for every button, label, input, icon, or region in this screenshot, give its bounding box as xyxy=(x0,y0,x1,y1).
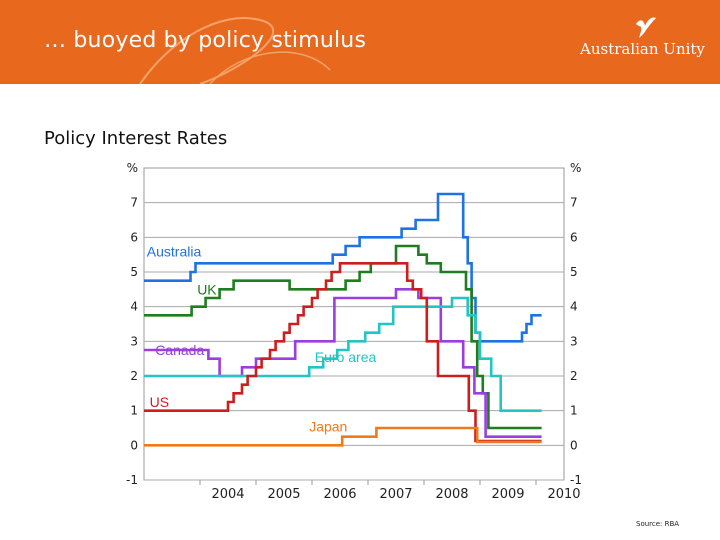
y-unit-label-left: % xyxy=(127,161,138,175)
y-tick-label-right: 3 xyxy=(570,334,578,348)
decorative-swirl xyxy=(139,17,331,84)
y-tick-label-right: 4 xyxy=(570,300,578,314)
y-tick-label-left: 7 xyxy=(130,196,138,210)
series-label-uk: UK xyxy=(197,282,217,298)
series-line-japan xyxy=(144,426,542,447)
y-tick-label-left: 4 xyxy=(130,300,138,314)
y-tick-label-right: 0 xyxy=(570,438,578,452)
x-tick-label: 2010 xyxy=(547,487,580,502)
x-tick-label: 2008 xyxy=(435,487,468,502)
chart-subtitle: Policy Interest Rates xyxy=(44,128,228,149)
plot-area xyxy=(143,167,565,481)
x-tick-label: 2009 xyxy=(491,487,524,502)
y-tick-label-left: 5 xyxy=(130,265,138,279)
bird-icon xyxy=(636,17,656,38)
series-label-euro-area: Euro area xyxy=(315,349,377,365)
y-unit-label-right: % xyxy=(570,161,581,175)
y-tick-label-left: 6 xyxy=(130,230,138,244)
y-tick-label-left: 1 xyxy=(130,404,138,418)
policy-rates-chart: -1 -1 0 0 1 1 2 2 3 3 4 4 5 5 6 6 7 7% % 2004 2005 2006 2007 20… xyxy=(126,161,582,502)
y-tick-label-left: -1 xyxy=(126,473,138,487)
y-tick-label-left: 3 xyxy=(130,334,138,348)
company-logo: Australian Unity xyxy=(580,14,710,70)
logo-text: Australian Unity xyxy=(580,40,705,58)
y-tick-label-right: 7 xyxy=(570,196,578,210)
y-tick-label-right: 1 xyxy=(570,404,578,418)
x-tick-label: 2004 xyxy=(211,487,244,502)
series-label-canada: Canada xyxy=(155,342,204,358)
x-tick-label: 2005 xyxy=(267,487,300,502)
y-tick-label-left: 2 xyxy=(130,369,138,383)
series-line-euro-area xyxy=(144,296,542,412)
y-tick-label-left: 0 xyxy=(130,438,138,452)
y-tick-label-right: 5 xyxy=(570,265,578,279)
header-banner: … buoyed by policy stimulus Australian U… xyxy=(0,0,720,84)
series-line-us xyxy=(144,262,542,443)
source-note: Source: RBA xyxy=(636,520,680,528)
series-line-australia xyxy=(144,192,542,343)
y-tick-label-right: -1 xyxy=(570,473,582,487)
y-tick-label-right: 6 xyxy=(570,230,578,244)
x-tick-label: 2007 xyxy=(379,487,412,502)
series-label-australia: Australia xyxy=(147,243,202,259)
series-label-japan: Japan xyxy=(309,418,347,434)
series-label-us: US xyxy=(150,394,169,410)
x-tick-label: 2006 xyxy=(323,487,356,502)
y-tick-label-right: 2 xyxy=(570,369,578,383)
series-line-uk xyxy=(144,244,542,430)
slide-title: … buoyed by policy stimulus xyxy=(44,28,367,53)
